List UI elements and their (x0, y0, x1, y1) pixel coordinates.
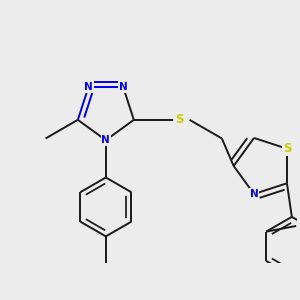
Text: N: N (119, 82, 128, 92)
Text: S: S (176, 113, 184, 126)
Text: S: S (283, 142, 291, 155)
Text: N: N (101, 135, 110, 145)
Text: N: N (84, 82, 93, 92)
Text: N: N (250, 189, 258, 199)
